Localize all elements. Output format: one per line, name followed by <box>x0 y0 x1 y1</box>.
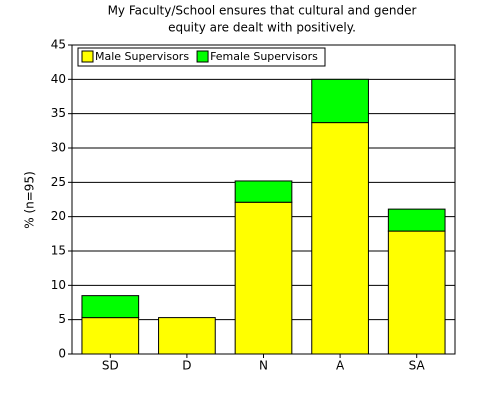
bar-segment <box>158 317 216 355</box>
y-tick-label: 25 <box>51 175 66 189</box>
x-tick-label: SA <box>409 359 426 373</box>
bar-segment <box>387 230 446 355</box>
bar-segment <box>81 317 140 355</box>
legend-swatch <box>196 50 209 63</box>
legend-label: Female Supervisors <box>210 50 318 63</box>
legend-label: Male Supervisors <box>95 50 189 63</box>
bar-segment <box>234 180 293 203</box>
y-tick-label: 35 <box>51 106 66 120</box>
x-tick-label: SD <box>102 359 119 373</box>
bar-segment <box>81 295 140 319</box>
y-tick-label: 45 <box>51 38 66 52</box>
y-tick-label: 5 <box>58 312 66 326</box>
chart-title: equity are dealt with positively. <box>168 21 356 35</box>
bar-segment <box>311 122 369 355</box>
x-tick-label: A <box>336 359 345 373</box>
legend-swatch <box>81 50 94 63</box>
y-tick-label: 10 <box>51 278 66 292</box>
bar-segment <box>387 208 446 232</box>
y-tick-label: 15 <box>51 244 66 258</box>
x-tick-label: N <box>259 359 268 373</box>
bar-segment <box>311 78 369 124</box>
bar-segment <box>234 201 293 355</box>
y-axis-label: % (n=95) <box>23 171 37 229</box>
y-tick-label: 40 <box>51 72 66 86</box>
y-tick-label: 20 <box>51 209 66 223</box>
y-tick-label: 30 <box>51 141 66 155</box>
x-tick-label: D <box>182 359 191 373</box>
y-tick-label: 0 <box>58 347 66 361</box>
chart-title: My Faculty/School ensures that cultural … <box>108 4 417 18</box>
